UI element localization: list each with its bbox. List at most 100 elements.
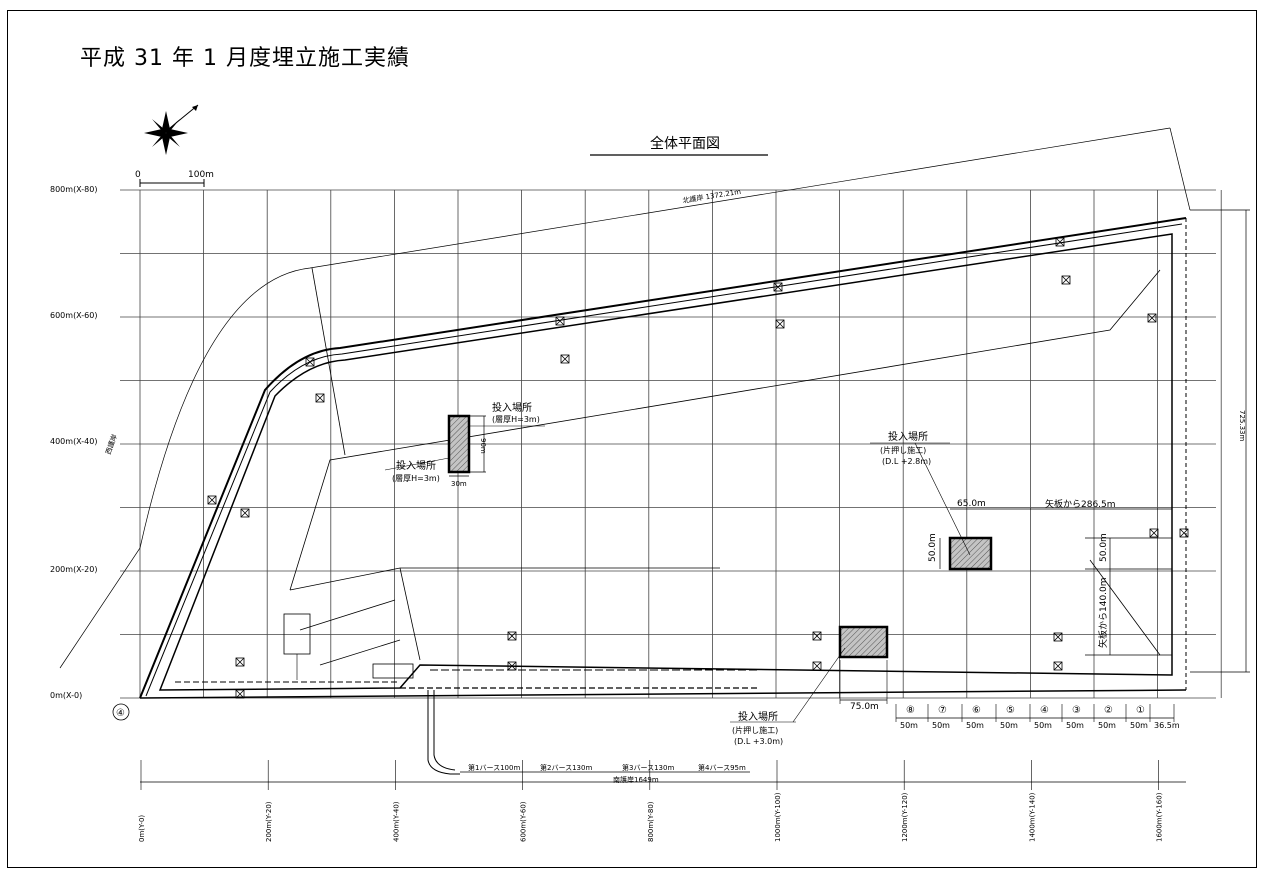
x-axis-label: 200m(Y-20) [265, 801, 273, 842]
segment-number: ④ [1040, 705, 1049, 716]
y-axis-labels: 800m(X-80) 600m(X-60) 400m(X-40) 200m(X-… [50, 185, 97, 700]
east-height-dimension: 725.33m [1238, 410, 1246, 441]
survey-marker-icon [1149, 528, 1159, 538]
segment-length: 50m [932, 721, 950, 730]
grid [120, 189, 1222, 699]
survey-marker-icon [1053, 661, 1063, 671]
revetment-outline [139, 217, 1187, 775]
segment-number: ⑦ [938, 705, 947, 716]
survey-marker-icon [240, 508, 250, 518]
segment-number: ⑤ [1006, 705, 1015, 716]
dump-site-distance-2: 矢板から140.0m [1097, 577, 1109, 648]
segment-number: ② [1104, 705, 1113, 716]
survey-markers [207, 237, 1189, 699]
dump-site-method: (片押し施工) [732, 725, 778, 735]
survey-marker-icon [235, 657, 245, 667]
y-axis-label: 0m(X-0) [50, 691, 82, 700]
berth-label: 第1バース100m [468, 763, 520, 772]
dump-site-2: 投入場所 (片押し施工) (D.L +2.8m) 65.0m 50.0m 矢板か… [870, 430, 1172, 656]
south-revetment-length: 南護岸1649m [613, 775, 659, 784]
dump-site-title: 投入場所 [492, 401, 532, 414]
dump-site-width: 65.0m [957, 499, 986, 509]
survey-marker-icon [1061, 275, 1071, 285]
survey-marker-icon [775, 319, 785, 329]
survey-marker-icon [1055, 237, 1065, 247]
west-revetment-label: 西護岸 [103, 433, 119, 456]
dump-site-level: (D.L +3.0m) [734, 737, 783, 746]
dump-site-height-2: 50.0m [1099, 533, 1109, 562]
dump-site-height: 50.0m [928, 533, 938, 562]
x-axis-labels: 0m(Y-0) 200m(Y-20) 400m(Y-40) 600m(Y-60) 800… [138, 760, 1164, 842]
scale-100m-label: 100m [188, 170, 214, 180]
survey-marker-icon [207, 495, 217, 505]
x-axis-label: 800m(Y-80) [647, 801, 655, 842]
segment-dimensions: ⑧ 50m ⑦ 50m ⑥ 50m ⑤ 50m ④ 50m ③ 50m ② 50m ① 50m 36.5m [895, 704, 1180, 730]
segment-length: 36.5m [1154, 721, 1180, 730]
survey-marker-icon [507, 631, 517, 641]
survey-marker-icon [812, 631, 822, 641]
berth-label: 第2バース130m [540, 763, 592, 772]
survey-marker-icon [1179, 528, 1189, 538]
segment-length: 50m [1130, 721, 1148, 730]
compass-icon [144, 104, 199, 155]
segment-length: 50m [966, 721, 984, 730]
drawing-frame [7, 10, 1257, 868]
plan-title: 全体平面図 [650, 135, 720, 152]
survey-marker-icon [560, 354, 570, 364]
dump-site-title-2: 投入場所 [396, 459, 436, 472]
y-axis-label: 600m(X-60) [50, 311, 97, 320]
dump-site-note: (層厚H=3m) [492, 415, 540, 424]
segment-length: 50m [1098, 721, 1116, 730]
survey-marker-icon [507, 661, 517, 671]
survey-marker-icon [773, 282, 783, 292]
construction-lines [289, 267, 1161, 666]
dump-area-rect [838, 625, 889, 659]
segment-length: 50m [1000, 721, 1018, 730]
dump-site-level: (D.L +2.8m) [882, 457, 931, 466]
y-axis-label: 200m(X-20) [50, 565, 97, 574]
dump-site-title: 投入場所 [738, 710, 778, 723]
x-axis-label: 1400m(Y-140) [1028, 792, 1036, 842]
dump-site-1: 90m 30m 投入場所 (層厚H=3m) 投入場所 (層厚H=3m) [384, 401, 545, 488]
segment-number: ① [1136, 705, 1145, 716]
berth-label: 第4バース95m [698, 763, 746, 772]
survey-marker-icon [1147, 313, 1157, 323]
x-axis-label: 1000m(Y-100) [774, 792, 782, 842]
y-axis-label: 400m(X-40) [50, 437, 97, 446]
segment-number: ③ [1072, 705, 1081, 716]
x-axis-label: 400m(Y-40) [392, 801, 400, 842]
survey-marker-icon [305, 357, 315, 367]
survey-marker-icon [315, 393, 325, 403]
survey-marker-icon [812, 661, 822, 671]
segment-length: 50m [900, 721, 918, 730]
segment-number: ⑧ [906, 705, 915, 716]
x-axis-label: 0m(Y-0) [138, 815, 146, 842]
outer-dimension-lines [59, 127, 1250, 783]
dump-site-width: 30m [451, 480, 467, 488]
dump-site-method: (片押し施工) [880, 445, 926, 455]
dump-site-distance: 矢板から286.5m [1045, 498, 1116, 510]
segment-length: 50m [1066, 721, 1084, 730]
berth-label: 第3バース130m [622, 763, 674, 772]
dump-area-rect [447, 414, 471, 474]
y-axis-label: 800m(X-80) [50, 185, 97, 194]
scale-zero-label: 0 [135, 170, 141, 180]
survey-marker-icon [1053, 632, 1063, 642]
x-axis-label: 1200m(Y-120) [901, 792, 909, 842]
x-axis-label: 600m(Y-60) [520, 801, 528, 842]
point-marker-icon [112, 703, 130, 721]
dump-site-height: 90m [479, 438, 487, 454]
point-marker-label: ④ [116, 708, 125, 719]
page-title: 平成 31 年 1 月度埋立施工実績 [80, 46, 410, 71]
berth-dimensions: 第1バース100m 第2バース130m 第3バース130m 第4バース95m [460, 763, 750, 773]
dump-area-rect [948, 536, 993, 571]
segment-length: 50m [1034, 721, 1052, 730]
dump-site-3: 75.0m 投入場所 (片押し施工) (D.L +3.0m) [730, 625, 889, 746]
dump-site-note-2: (層厚H=3m) [392, 474, 440, 483]
segment-number: ⑥ [972, 705, 981, 716]
survey-marker-icon [235, 689, 245, 699]
dump-site-title: 投入場所 [888, 430, 928, 443]
x-axis-label: 1600m(Y-160) [1156, 792, 1164, 842]
site-office [283, 613, 414, 680]
